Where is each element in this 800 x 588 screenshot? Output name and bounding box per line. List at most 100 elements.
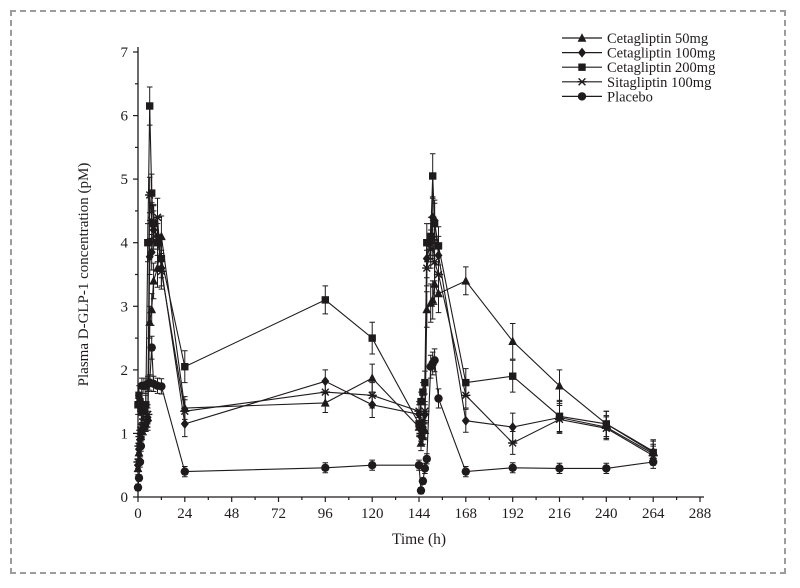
asterisk-marker: [426, 245, 436, 253]
asterisk-marker: [416, 429, 426, 438]
series-cetagliptin-50mg: [133, 215, 658, 476]
legend-item-triangle: Cetagliptin 50mg: [562, 31, 708, 47]
triangle-marker: [367, 373, 377, 382]
circle-marker: [134, 473, 144, 483]
y-axis-ticks: [133, 51, 138, 498]
x-tick-label: 48: [224, 506, 239, 522]
x-axis-ticks: [137, 497, 701, 502]
error-bars: [135, 196, 656, 473]
circle-marker: [577, 92, 587, 101]
triangle-marker: [430, 279, 439, 288]
y-tick-label: 2: [121, 363, 129, 379]
x-tick-label: 264: [642, 506, 665, 522]
series-line: [137, 215, 654, 466]
y-tick-label: 0: [121, 490, 129, 506]
y-axis-title: Plasma D-GLP-1 concentration (pM): [76, 163, 92, 387]
error-bars: [135, 215, 656, 476]
square-marker: [153, 239, 162, 247]
asterisk-marker: [461, 391, 471, 400]
circle-marker: [434, 394, 443, 403]
circle-marker: [649, 457, 658, 467]
square-marker: [146, 102, 154, 110]
circle-marker: [368, 461, 377, 470]
series-placebo: [133, 335, 658, 495]
x-tick-label: 24: [177, 506, 193, 522]
y-tick-label: 4: [121, 236, 129, 252]
legend-label: Placebo: [607, 89, 653, 105]
y-tick-label: 3: [121, 299, 129, 315]
asterisk-marker: [143, 410, 153, 419]
y-tick-label: 6: [121, 109, 129, 125]
asterisk-marker: [601, 424, 611, 433]
square-marker: [136, 397, 144, 406]
triangle-marker: [434, 288, 443, 298]
triangle-marker: [555, 381, 564, 390]
circle-marker: [508, 463, 517, 472]
asterisk-marker: [418, 416, 428, 425]
triangle-marker: [149, 276, 158, 285]
circle-marker: [420, 464, 430, 473]
asterisk-marker: [554, 415, 565, 424]
square-marker: [509, 372, 517, 380]
asterisk-marker: [420, 407, 430, 416]
square-marker: [135, 391, 143, 399]
asterisk-marker: [152, 213, 163, 222]
diamond-marker: [508, 422, 517, 433]
asterisk-marker: [149, 219, 159, 228]
x-tick-label: 240: [595, 506, 618, 522]
legend-label: Cetagliptin 100mg: [607, 46, 715, 62]
circle-marker: [135, 457, 145, 467]
asterisk-marker: [433, 270, 444, 279]
square-marker: [140, 405, 148, 413]
x-tick-label: 96: [318, 506, 334, 522]
series-line: [137, 194, 654, 463]
series-sitagliptin-100mg: [133, 176, 658, 469]
asterisk-marker: [422, 264, 432, 272]
circle-marker: [147, 343, 156, 352]
x-tick-label: 0: [134, 506, 142, 522]
series-cetagliptin-100mg: [134, 196, 658, 473]
asterisk-marker: [156, 267, 166, 276]
square-marker: [144, 239, 152, 247]
asterisk-marker: [135, 432, 145, 441]
x-tick-label: 192: [501, 506, 524, 522]
square-marker: [321, 296, 329, 304]
legend-item-diamond: Cetagliptin 100mg: [562, 46, 715, 62]
asterisk-marker: [577, 77, 587, 86]
asterisk-marker: [180, 407, 190, 416]
circle-marker: [416, 486, 426, 495]
circle-marker: [133, 483, 143, 492]
y-tick-label: 7: [121, 45, 129, 61]
x-tick-label: 168: [455, 506, 478, 522]
circle-marker: [555, 464, 564, 473]
triangle-marker: [461, 276, 471, 285]
asterisk-marker: [430, 257, 440, 266]
circle-marker: [157, 382, 166, 391]
triangle-marker: [428, 295, 438, 304]
legend-item-circle: Placebo: [562, 89, 653, 105]
diamond-marker: [180, 418, 189, 429]
circle-marker: [430, 356, 439, 365]
circle-marker: [461, 467, 470, 476]
legend-item-square: Cetagliptin 200mg: [562, 60, 715, 76]
legend-label: Cetagliptin 50mg: [607, 31, 708, 47]
y-axis-tick-labels: 0 1 2 3 4 5 6 7: [121, 45, 129, 506]
y-tick-label: 5: [121, 172, 129, 188]
asterisk-marker: [508, 439, 518, 447]
circle-marker: [418, 476, 428, 486]
legend-label: Cetagliptin 200mg: [607, 60, 715, 76]
triangle-marker: [577, 33, 587, 42]
circle-marker: [136, 441, 146, 451]
figure-dashed-frame: [10, 10, 786, 574]
square-marker: [181, 363, 189, 371]
triangle-marker: [145, 317, 155, 326]
x-tick-label: 72: [271, 506, 286, 522]
square-marker: [419, 388, 427, 396]
square-marker: [429, 172, 437, 180]
x-axis-tick-labels: 0 24 48 72 96 120 144 168 192 216 240 264 288: [134, 506, 711, 522]
square-marker: [430, 219, 439, 228]
asterisk-marker: [320, 388, 330, 396]
